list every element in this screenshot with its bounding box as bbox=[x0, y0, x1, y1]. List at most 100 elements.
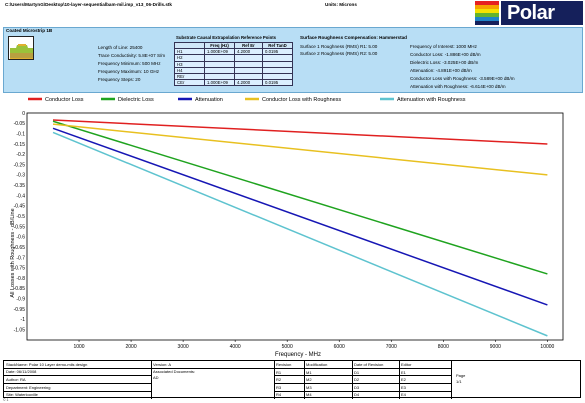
footer-version: Version: A bbox=[153, 362, 172, 367]
y-tick-label: -0.75 bbox=[14, 266, 26, 272]
result-line: Attenuation with Roughness: -6.614E+00 d… bbox=[410, 84, 506, 89]
y-tick-label: -0.5 bbox=[16, 214, 25, 220]
logo-color-bars bbox=[475, 1, 499, 25]
x-tick-label: 3000 bbox=[178, 344, 189, 350]
y-tick-label: -0.9 bbox=[16, 297, 25, 303]
param-line: Length of Line: 25400 bbox=[98, 45, 143, 50]
chart-axes: 0 -0.05 -0.1 -0.15 -0.2 -0.25 -0.3 -0.35 -0.4 -0.… bbox=[14, 111, 564, 350]
footer-site: Site: Waterlooville bbox=[6, 392, 38, 397]
param-line: Trace Conductivity: 5.8E+07 S/m bbox=[98, 53, 166, 58]
y-tick-label: -0.45 bbox=[14, 204, 26, 210]
reference-points-table: Freq (Hz) Ref Er Ref TanD H1 1.000E+09 4.2… bbox=[174, 41, 293, 87]
result-line: Frequency of Interest: 1000 MHz bbox=[410, 44, 477, 49]
y-tick-label: 0 bbox=[22, 111, 25, 117]
legend-label: Conductor Loss bbox=[45, 97, 84, 103]
roughness-title: Surface Roughness Compensation: Hammerst… bbox=[300, 35, 407, 40]
parameters-panel: Coated Microstrip 1B Length of Line: 254… bbox=[3, 27, 583, 93]
date-cell: D3 bbox=[354, 385, 360, 390]
modification-header: Modification bbox=[306, 362, 328, 367]
series-line bbox=[52, 131, 548, 337]
x-tick-label: 1000 bbox=[73, 344, 84, 350]
table-cell: 4.2000 bbox=[234, 79, 263, 87]
editor-cell: E2 bbox=[401, 377, 406, 382]
y-tick-label: -0.35 bbox=[14, 183, 26, 189]
logo-bar bbox=[475, 21, 499, 25]
chart-legend: Conductor Loss Dielectric Loss Attenuation… bbox=[28, 97, 466, 103]
revision-cell: R4 bbox=[276, 392, 282, 397]
footer-department: Department: Engineering bbox=[6, 385, 51, 390]
logo-bar bbox=[475, 5, 499, 9]
y-tick-label: -0.6 bbox=[16, 235, 25, 241]
result-line: Conductor Loss with Roughness: -3.589E+0… bbox=[410, 76, 515, 81]
revision-cell: R2 bbox=[276, 377, 282, 382]
y-tick-label: -0.8 bbox=[16, 276, 25, 282]
loss-chart: Conductor Loss Dielectric Loss Attenuation… bbox=[10, 97, 564, 358]
result-line: Conductor Loss: -1.886E+00 dB/m bbox=[410, 52, 481, 57]
y-tick-label: -0.4 bbox=[16, 193, 25, 199]
y-tick-label: -1.05 bbox=[14, 327, 26, 333]
series-line bbox=[52, 120, 548, 275]
param-line: Frequency Minimum: 500 MHz bbox=[98, 61, 161, 66]
x-tick-label: 6000 bbox=[334, 344, 345, 350]
table-row: H2 bbox=[174, 54, 293, 62]
x-tick-label: 7000 bbox=[386, 344, 397, 350]
associated-documents-value: AD bbox=[153, 375, 159, 380]
modification-cell: M4 bbox=[306, 392, 312, 397]
footer-author: Author: RA bbox=[6, 377, 26, 382]
revision-header: Revision bbox=[276, 362, 292, 367]
date-cell: D4 bbox=[354, 392, 360, 397]
logo-bar bbox=[475, 17, 499, 21]
structure-diagram bbox=[8, 36, 34, 60]
table-cell: CEr bbox=[174, 79, 205, 87]
x-tick-label: 9000 bbox=[490, 344, 501, 350]
editor-cell: E3 bbox=[401, 385, 406, 390]
roughness-line: Surface 2 Roughness (RMS) R2: 5.00 bbox=[300, 51, 378, 56]
x-tick-label: 8000 bbox=[438, 344, 449, 350]
ref-points-title: Substrate Causal Extrapolation Reference… bbox=[176, 35, 277, 40]
y-tick-label: -0.95 bbox=[14, 307, 26, 313]
y-tick-label: -0.85 bbox=[14, 286, 26, 292]
editor-header: Editor bbox=[401, 362, 412, 367]
logo-wordmark-bg: Polar bbox=[501, 1, 583, 25]
y-axis-label: All Losses with Roughness - dB/Line bbox=[10, 208, 16, 297]
result-line: Attenuation: -4.891E+00 dB/m bbox=[410, 68, 472, 73]
x-tick-label: 5000 bbox=[282, 344, 293, 350]
x-axis-label: Frequency - MHz bbox=[275, 352, 321, 358]
series-line bbox=[52, 127, 548, 306]
revision-cell: R1 bbox=[276, 370, 282, 375]
chart-series bbox=[52, 119, 548, 337]
modification-cell: M1 bbox=[306, 370, 312, 375]
logo-wordmark: Polar bbox=[507, 2, 555, 24]
table-row: H4 bbox=[174, 66, 293, 74]
table-row: REr bbox=[174, 72, 293, 81]
param-line: Frequency Maximum: 10 GHz bbox=[98, 69, 160, 74]
editor-cell: E4 bbox=[401, 392, 406, 397]
report-header: C:\Users\MartynG\Desktop\10-layer-sequen… bbox=[0, 0, 585, 26]
table-cell: 0.0195 bbox=[262, 79, 293, 87]
x-tick-label: 2000 bbox=[126, 344, 137, 350]
param-line: Frequency Steps: 20 bbox=[98, 77, 141, 82]
stack-name: StackName: Polar 10 Layer demo-mils desi… bbox=[6, 362, 88, 367]
logo-bar bbox=[475, 9, 499, 13]
table-cell: 1.000E+09 bbox=[204, 79, 235, 87]
y-tick-label: -0.55 bbox=[14, 224, 26, 230]
y-tick-label: -0.3 bbox=[16, 173, 25, 179]
title-block: StackName: Polar 10 Layer demo-mils desi… bbox=[3, 360, 581, 399]
polar-logo: Polar bbox=[475, 1, 583, 25]
y-tick-label: -1 bbox=[21, 317, 26, 323]
y-tick-label: -0.7 bbox=[16, 255, 25, 261]
units-label: Units: Microns bbox=[325, 2, 357, 7]
logo-bar bbox=[475, 13, 499, 17]
series-line bbox=[52, 123, 548, 176]
legend-label: Attenuation bbox=[195, 97, 223, 103]
y-tick-label: -0.15 bbox=[14, 142, 26, 148]
y-tick-label: -0.05 bbox=[14, 121, 26, 127]
roughness-line: Surface 1 Roughness (RMS) R1: 5.00 bbox=[300, 44, 378, 49]
coated-microstrip-diagram bbox=[9, 37, 33, 59]
legend-label: Dielectric Loss bbox=[118, 97, 154, 103]
result-line: Dielectric Loss: -3.025E+00 dB/m bbox=[410, 60, 479, 65]
date-cell: D1 bbox=[354, 370, 360, 375]
page-label: Page bbox=[456, 373, 466, 378]
x-tick-label: 10000 bbox=[540, 344, 554, 350]
revision-cell: R3 bbox=[276, 385, 282, 390]
